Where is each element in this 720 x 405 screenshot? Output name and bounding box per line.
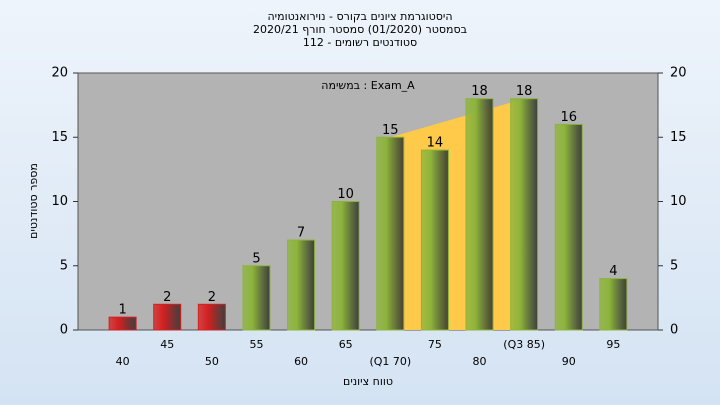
value-label: 7	[297, 226, 305, 241]
value-label: 5	[252, 251, 260, 266]
value-label: 14	[427, 136, 444, 151]
x-tick-label: (Q3 85)	[503, 338, 545, 351]
value-label: 18	[516, 84, 533, 99]
y2-tick-label: 10	[670, 194, 687, 209]
bar	[331, 201, 360, 331]
chart-title: היסטוגרמת ציונים בקורס - נוירואנטומיה	[267, 10, 452, 23]
value-label: 18	[471, 84, 488, 99]
value-label: 2	[163, 290, 171, 305]
chart-subtitle: סטודנטים רשומים - 112	[303, 36, 417, 49]
y-tick-label: 0	[60, 323, 68, 338]
value-label: 1	[118, 303, 126, 318]
x-tick-label: 65	[339, 338, 353, 351]
bar	[420, 149, 449, 331]
bar	[599, 278, 628, 331]
bar	[153, 303, 182, 331]
bar	[197, 303, 226, 331]
y-tick-label: 15	[51, 130, 68, 145]
value-label: 16	[560, 110, 577, 125]
x-tick-label: 40	[116, 355, 130, 368]
x-axis-label: טווח ציונים	[343, 375, 393, 388]
bar	[510, 98, 539, 331]
y-tick-label: 10	[51, 194, 68, 209]
x-tick-label: 55	[249, 338, 263, 351]
y-tick-label: 5	[60, 258, 68, 273]
bar	[554, 123, 583, 331]
annotation: במשימה : Exam_A	[321, 79, 415, 92]
value-label: 2	[208, 290, 216, 305]
x-tick-label: 95	[606, 338, 620, 351]
x-tick-label: 45	[160, 338, 174, 351]
value-label: 15	[382, 123, 399, 138]
x-tick-label: 50	[205, 355, 219, 368]
bar	[108, 316, 137, 331]
x-tick-label: 60	[294, 355, 308, 368]
x-tick-label: 90	[562, 355, 576, 368]
y2-tick-label: 5	[670, 258, 678, 273]
bar	[287, 239, 316, 331]
bar	[465, 98, 494, 331]
bar	[242, 265, 271, 331]
y2-tick-label: 20	[670, 66, 687, 81]
x-tick-label: 80	[473, 355, 487, 368]
bar	[376, 136, 405, 331]
value-label: 10	[337, 187, 354, 202]
x-tick-label: 75	[428, 338, 442, 351]
y2-tick-label: 0	[670, 323, 678, 338]
y-axis-label: מספר סטודנטים	[27, 163, 40, 239]
chart-subtitle: בסמסטר (01/2020) סמסטר חורף 2020/21	[253, 23, 467, 36]
value-label: 4	[609, 264, 617, 279]
iqr-area	[390, 98, 525, 330]
y-tick-label: 20	[51, 66, 68, 81]
y2-tick-label: 15	[670, 130, 687, 145]
x-tick-label: (Q1 70)	[369, 355, 411, 368]
